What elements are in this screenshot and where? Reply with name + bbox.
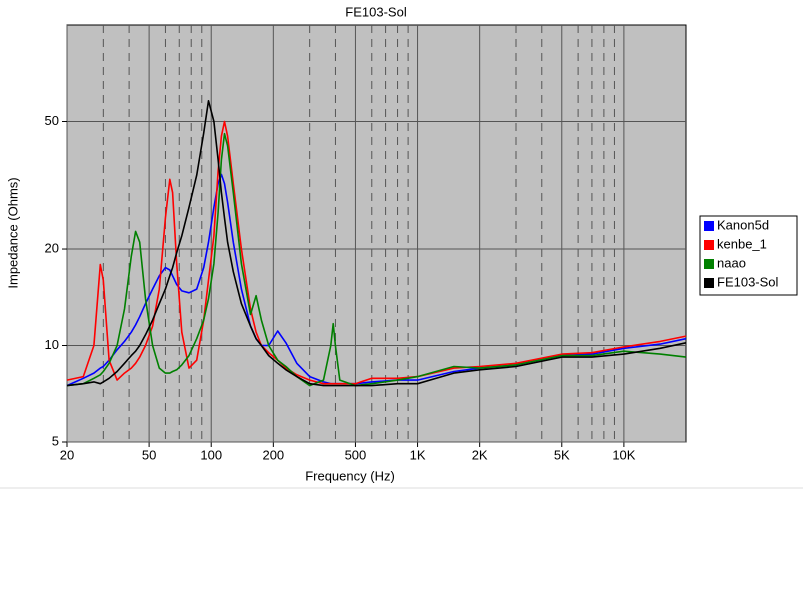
series-line bbox=[66, 100, 687, 387]
x-tick-label: 10K bbox=[612, 447, 635, 462]
x-axis-title: Frequency (Hz) bbox=[305, 468, 395, 483]
x-tick-label: 100 bbox=[200, 447, 222, 462]
x-tick-label: 20 bbox=[60, 447, 74, 462]
legend-swatch bbox=[704, 240, 714, 250]
y-tick-label: 20 bbox=[45, 240, 59, 255]
chart-title: FE103-Sol bbox=[345, 4, 407, 19]
legend-label: FE103-Sol bbox=[717, 274, 779, 289]
legend-swatch bbox=[704, 259, 714, 269]
x-tick-label: 5K bbox=[554, 447, 570, 462]
plot-area bbox=[66, 24, 687, 443]
legend-label: kenbe_1 bbox=[717, 236, 767, 251]
legend-swatch bbox=[704, 278, 714, 288]
x-tick-label: 500 bbox=[345, 447, 367, 462]
y-tick-label: 10 bbox=[45, 337, 59, 352]
x-tick-label: 2K bbox=[472, 447, 488, 462]
x-tick-label: 200 bbox=[262, 447, 284, 462]
legend-label: Kanon5d bbox=[717, 217, 769, 232]
legend bbox=[699, 215, 798, 296]
series-line bbox=[66, 132, 687, 387]
y-tick-label: 50 bbox=[45, 113, 59, 128]
x-tick-label: 1K bbox=[410, 447, 426, 462]
series-line bbox=[66, 120, 687, 385]
x-tick-label: 50 bbox=[142, 447, 156, 462]
legend-swatch bbox=[704, 221, 714, 231]
y-axis-title: Impedance (Ohms) bbox=[5, 177, 20, 288]
legend-label: naao bbox=[717, 255, 746, 270]
y-tick-label: 5 bbox=[52, 433, 59, 448]
